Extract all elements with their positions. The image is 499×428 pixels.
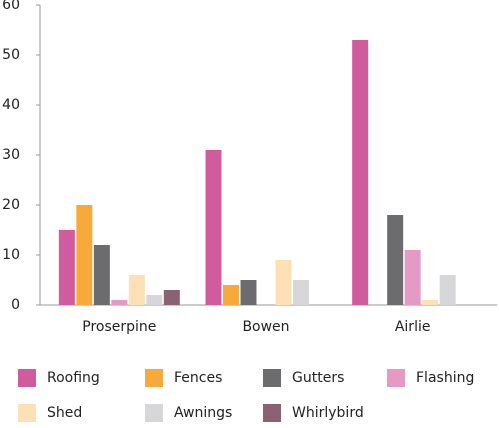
legend-swatch: [18, 404, 36, 422]
legend-label: Flashing: [416, 370, 474, 386]
bar: [58, 230, 75, 305]
y-tick-label: 0: [11, 297, 20, 313]
x-tick-label: Proserpine: [82, 319, 156, 335]
bar: [111, 300, 128, 305]
y-tick-label: 10: [2, 247, 20, 263]
bar: [387, 215, 404, 305]
legend-label: Awnings: [174, 405, 232, 421]
bar: [439, 275, 456, 305]
y-tick-label: 40: [2, 97, 20, 113]
bar: [240, 280, 257, 305]
legend-label: Whirlybird: [292, 405, 364, 421]
legend-swatch: [145, 369, 163, 387]
legend-swatch: [263, 404, 281, 422]
x-tick-label: Bowen: [242, 319, 289, 335]
bar: [93, 245, 110, 305]
bar: [422, 300, 439, 305]
bar: [352, 40, 369, 305]
bar: [146, 295, 163, 305]
bar: [205, 150, 222, 305]
bar: [404, 250, 421, 305]
legend-swatch: [18, 369, 36, 387]
bar: [163, 290, 180, 305]
legend-swatch: [387, 369, 405, 387]
bar: [128, 275, 145, 305]
legend-label: Roofing: [47, 370, 100, 386]
y-tick-label: 60: [2, 0, 20, 13]
legend-swatch: [263, 369, 281, 387]
y-tick-label: 50: [2, 47, 20, 63]
legend-label: Fences: [174, 370, 222, 386]
bar: [275, 260, 292, 305]
x-tick-label: Airlie: [395, 319, 431, 335]
bar: [293, 280, 309, 305]
y-tick-label: 30: [2, 147, 20, 163]
legend-label: Shed: [47, 405, 82, 421]
bar: [223, 285, 239, 305]
legend-label: Gutters: [292, 370, 344, 386]
bar: [76, 205, 93, 305]
y-tick-label: 20: [2, 197, 20, 213]
legend-swatch: [145, 404, 163, 422]
